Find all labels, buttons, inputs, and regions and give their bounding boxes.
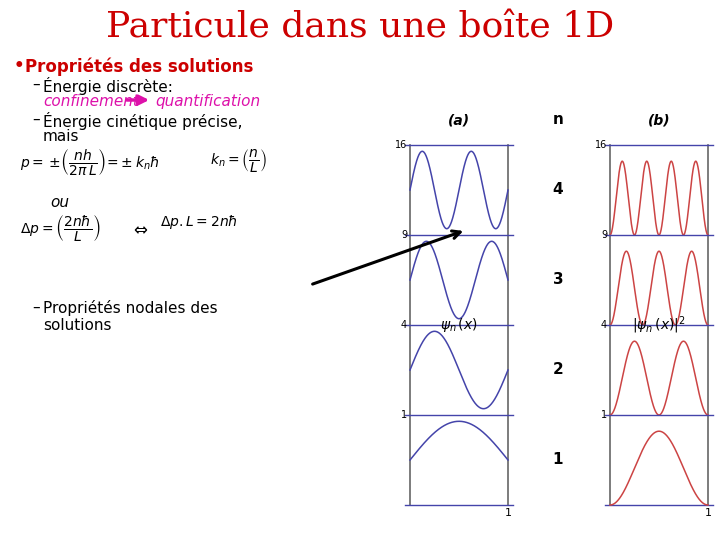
- Text: Énergie discrète:: Énergie discrète:: [43, 77, 173, 95]
- Text: Propriétés des solutions: Propriétés des solutions: [25, 57, 253, 76]
- Text: Propriétés nodales des: Propriétés nodales des: [43, 300, 217, 316]
- Text: mais: mais: [43, 129, 79, 144]
- Text: 16: 16: [395, 140, 407, 150]
- Text: 1: 1: [553, 453, 563, 468]
- Text: $|\psi_n\,(x)|^2$: $|\psi_n\,(x)|^2$: [632, 314, 686, 336]
- Text: ou: ou: [50, 195, 69, 210]
- Text: (a): (a): [448, 113, 470, 127]
- Text: 4: 4: [553, 183, 563, 198]
- Text: n: n: [552, 112, 564, 127]
- Text: $p = \pm\!\left(\dfrac{nh}{2\pi\,L}\right)\! =\! \pm k_n\hbar$: $p = \pm\!\left(\dfrac{nh}{2\pi\,L}\righ…: [20, 147, 160, 177]
- Text: quantification: quantification: [155, 94, 260, 109]
- Text: $\Leftrightarrow$: $\Leftrightarrow$: [130, 220, 148, 238]
- Text: 2: 2: [553, 362, 563, 377]
- Text: –: –: [32, 112, 40, 127]
- Text: 4: 4: [601, 320, 607, 330]
- Text: 9: 9: [601, 230, 607, 240]
- Text: $\Delta p.L = 2n\hbar$: $\Delta p.L = 2n\hbar$: [160, 213, 238, 231]
- Text: 1: 1: [505, 508, 511, 518]
- Text: 1: 1: [601, 410, 607, 420]
- Text: $k_n = \left(\dfrac{n}{L}\right)$: $k_n = \left(\dfrac{n}{L}\right)$: [210, 147, 267, 174]
- Text: (b): (b): [648, 113, 670, 127]
- Text: 1: 1: [704, 508, 711, 518]
- Text: 4: 4: [401, 320, 407, 330]
- Text: $\Delta p = \left(\dfrac{2n\hbar}{L}\right)$: $\Delta p = \left(\dfrac{2n\hbar}{L}\rig…: [20, 213, 101, 243]
- Text: $\psi_n\,(x)$: $\psi_n\,(x)$: [440, 316, 478, 334]
- Text: confinement: confinement: [43, 94, 139, 109]
- Text: –: –: [32, 300, 40, 315]
- Text: Énergie cinétique précise,: Énergie cinétique précise,: [43, 112, 243, 130]
- Text: 1: 1: [401, 410, 407, 420]
- Text: 9: 9: [401, 230, 407, 240]
- Text: solutions: solutions: [43, 318, 112, 333]
- Text: •: •: [14, 57, 24, 75]
- Text: –: –: [32, 77, 40, 92]
- Text: 16: 16: [595, 140, 607, 150]
- Text: Particule dans une boîte 1D: Particule dans une boîte 1D: [106, 10, 614, 44]
- Text: 3: 3: [553, 273, 563, 287]
